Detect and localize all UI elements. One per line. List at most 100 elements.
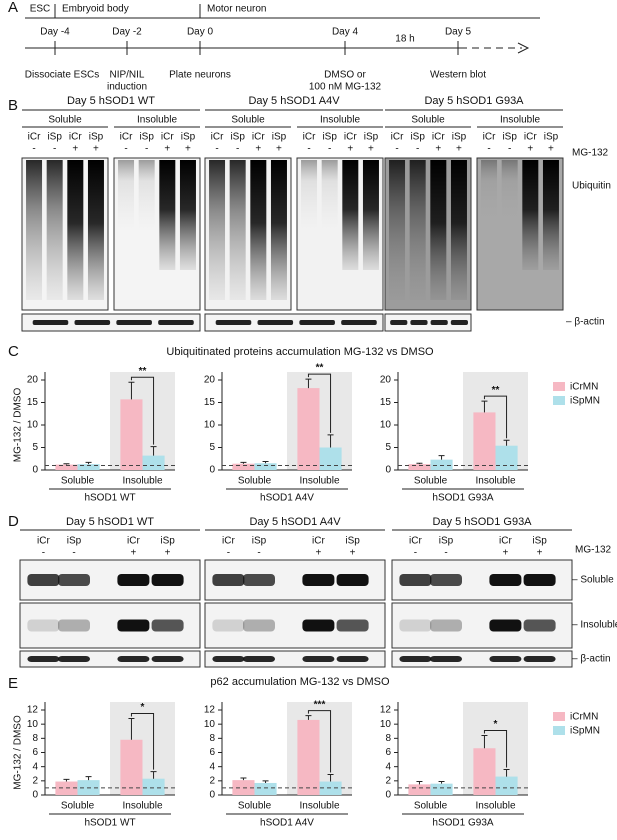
bar <box>142 778 165 795</box>
actin-band <box>410 320 428 325</box>
treatment-label: + <box>315 548 321 559</box>
x-tick-label: Soluble <box>414 801 448 812</box>
y-tick-label: 0 <box>385 465 391 476</box>
x-tick-label: Insoluble <box>122 801 162 812</box>
bar <box>77 464 100 470</box>
bar <box>254 463 277 470</box>
interval-label: 18 h <box>395 34 414 45</box>
blot-band <box>27 574 60 586</box>
treatment-label: - <box>42 548 45 559</box>
blot-band <box>212 656 245 662</box>
blot-lane <box>522 160 539 270</box>
blot-band <box>336 619 369 632</box>
fraction-label: Soluble <box>48 115 82 126</box>
treatment-label: + <box>255 144 261 155</box>
event-label: 100 nM MG-132 <box>309 82 382 93</box>
treatment-label: + <box>93 144 99 155</box>
blot-lane <box>138 160 155 230</box>
day-label: Day -2 <box>112 27 142 38</box>
blot-lane <box>450 160 467 300</box>
lane-label: iSp <box>230 132 245 143</box>
bar <box>297 719 320 795</box>
y-tick-label: 10 <box>27 420 39 431</box>
significance-bracket <box>130 376 155 445</box>
error-bar <box>262 780 269 783</box>
y-tick-label: 2 <box>385 775 391 786</box>
treatment-label: - <box>145 144 148 155</box>
legend-label: iSpMN <box>570 726 600 737</box>
lane-label: iCr <box>120 132 133 143</box>
blot-lane <box>409 160 426 300</box>
x-tick-label: Insoluble <box>299 476 339 487</box>
bar <box>408 784 431 795</box>
y-tick-label: 15 <box>204 397 216 408</box>
significance-bracket <box>483 730 508 768</box>
treatment-label: - <box>508 144 511 155</box>
y-tick-label: 4 <box>209 761 215 772</box>
blot-band <box>523 656 556 662</box>
lane-label: iCr <box>483 132 496 143</box>
blot-band <box>151 656 184 662</box>
actin-band <box>215 320 252 325</box>
stage-label: Embryoid body <box>62 4 129 15</box>
treatment-label: + <box>276 144 282 155</box>
lane-label: iCr <box>409 536 422 547</box>
blot-lane <box>87 160 104 300</box>
blot-band <box>151 574 184 586</box>
treatment-label: + <box>537 548 543 559</box>
actin-band <box>341 320 377 325</box>
y-tick-label: 12 <box>380 705 392 716</box>
treatment-label: - <box>32 144 35 155</box>
treatment-label: - <box>444 548 447 559</box>
blot-lane <box>118 160 135 230</box>
bar <box>254 782 277 795</box>
blot-lane <box>209 160 226 300</box>
y-tick-label: 0 <box>32 790 38 801</box>
legend-label: iCrMN <box>570 382 598 393</box>
blot-band <box>117 619 150 632</box>
y-tick-label: 6 <box>32 747 38 758</box>
significance-bracket <box>307 373 332 433</box>
significance-label: ** <box>139 366 147 377</box>
bar <box>120 739 143 795</box>
legend-label: iSpMN <box>570 396 600 407</box>
lane-label: iSp <box>139 132 154 143</box>
panel-label: B <box>8 97 18 114</box>
blot-band <box>302 619 335 632</box>
treatment-label: + <box>368 144 374 155</box>
y-tick-label: 6 <box>385 747 391 758</box>
blot-band <box>243 656 275 662</box>
significance-bracket <box>483 395 508 439</box>
y-tick-label: 0 <box>32 465 38 476</box>
chart-title: p62 accumulation MG-132 vs DMSO <box>210 676 390 688</box>
blot-band <box>302 574 335 586</box>
blot-band <box>212 619 245 632</box>
lane-label: iCr <box>69 132 82 143</box>
treatment-label: - <box>72 548 75 559</box>
actin-band <box>32 320 69 325</box>
blot-band <box>117 574 150 586</box>
treatment-label: - <box>395 144 398 155</box>
fraction-label: Soluble <box>231 115 265 126</box>
lane-label: iCr <box>303 132 316 143</box>
blot-band <box>399 656 432 662</box>
y-tick-label: 2 <box>209 775 215 786</box>
x-axis-label: hSOD1 A4V <box>260 493 314 504</box>
bar <box>232 463 255 470</box>
treatment-label: - <box>53 144 56 155</box>
treatment-label: - <box>307 144 310 155</box>
y-axis-label: MG-132 / DMSO <box>13 388 24 463</box>
treatment-label: - <box>487 144 490 155</box>
timeline-arrow <box>517 42 530 54</box>
fraction-label: Insoluble <box>137 115 177 126</box>
bar <box>297 388 320 470</box>
blot-band <box>58 619 90 632</box>
blot-band <box>430 619 462 632</box>
lane-label: iCr <box>499 536 512 547</box>
y-tick-label: 5 <box>32 442 38 453</box>
lane-label: iSp <box>364 132 379 143</box>
lane-label: iCr <box>252 132 265 143</box>
y-tick-label: 10 <box>380 719 392 730</box>
y-tick-label: 8 <box>385 733 391 744</box>
